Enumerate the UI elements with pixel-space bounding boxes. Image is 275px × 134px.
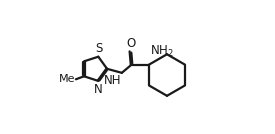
Text: S: S — [95, 42, 102, 55]
Text: O: O — [126, 37, 136, 50]
Text: NH$_2$: NH$_2$ — [150, 44, 174, 59]
Text: Me: Me — [59, 74, 75, 84]
Text: NH: NH — [104, 74, 121, 87]
Text: N: N — [94, 83, 103, 96]
